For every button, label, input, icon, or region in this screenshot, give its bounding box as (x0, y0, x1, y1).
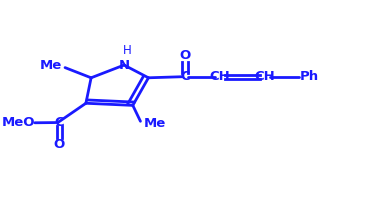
Text: H: H (123, 44, 131, 57)
Text: C: C (180, 70, 190, 83)
Text: N: N (119, 58, 130, 72)
Text: Me: Me (144, 117, 166, 130)
Text: CH: CH (209, 70, 230, 83)
Text: O: O (179, 49, 190, 62)
Text: Me: Me (39, 59, 62, 72)
Text: O: O (54, 138, 65, 151)
Text: MeO: MeO (1, 116, 35, 129)
Text: CH: CH (254, 70, 275, 83)
Text: C: C (55, 116, 64, 129)
Text: Ph: Ph (300, 70, 319, 83)
